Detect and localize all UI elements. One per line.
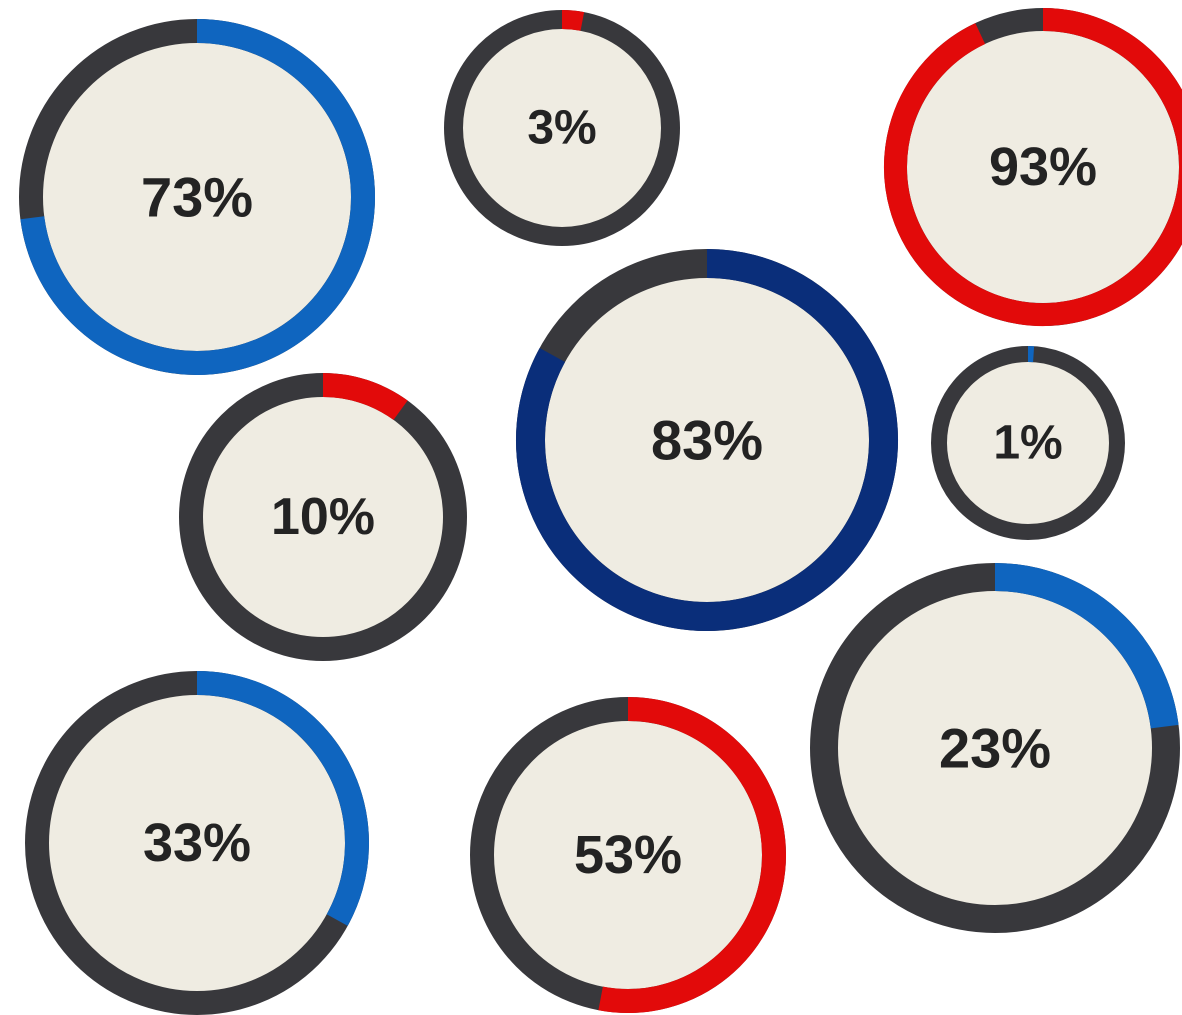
progress-ring-23: 23% — [810, 563, 1180, 933]
ring-percent-label: 3% — [527, 102, 596, 155]
ring-face — [837, 590, 1153, 906]
ring-percent-label: 83% — [651, 409, 763, 472]
ring-face — [462, 28, 662, 228]
ring-percent-label: 53% — [574, 825, 682, 885]
ring-face — [48, 694, 346, 992]
progress-ring-1: 1% — [931, 346, 1125, 540]
ring-progress-arc — [20, 19, 375, 375]
progress-ring-83: 83% — [516, 249, 898, 631]
ring-percent-label: 33% — [143, 813, 251, 873]
ring-progress-arc — [598, 697, 786, 1013]
ring-face — [544, 277, 870, 603]
progress-ring-73: 73% — [19, 19, 375, 375]
ring-progress-arc — [516, 249, 898, 631]
ring-percent-label: 73% — [141, 166, 253, 229]
progress-ring-10: 10% — [179, 373, 467, 661]
ring-progress-arc — [322, 373, 408, 421]
ring-face — [906, 30, 1180, 304]
progress-ring-33: 33% — [25, 671, 369, 1015]
ring-face — [42, 42, 352, 352]
ring-percent-label: 23% — [939, 717, 1051, 780]
ring-percent-label: 1% — [993, 417, 1062, 470]
ring-progress-arc — [561, 10, 585, 31]
progress-ring-93: 93% — [884, 8, 1182, 326]
ring-face — [946, 361, 1110, 525]
ring-face — [493, 720, 763, 990]
ring-percent-label: 10% — [271, 488, 375, 546]
progress-ring-3: 3% — [444, 10, 680, 246]
ring-percent-label: 93% — [989, 137, 1097, 197]
ring-progress-arc — [196, 671, 369, 926]
ring-progress-arc — [994, 563, 1179, 729]
ring-progress-arc — [884, 8, 1182, 326]
progress-ring-53: 53% — [470, 697, 786, 1013]
ring-face — [202, 396, 444, 638]
